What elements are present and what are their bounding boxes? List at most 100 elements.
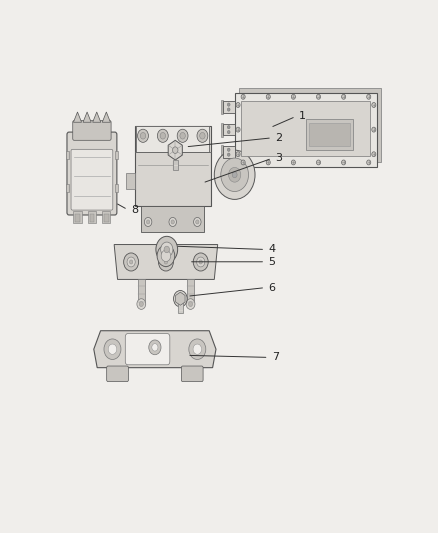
Bar — [187, 279, 194, 304]
Circle shape — [317, 160, 321, 165]
Polygon shape — [94, 330, 216, 368]
Bar — [115, 184, 118, 192]
Circle shape — [241, 94, 245, 99]
Bar — [222, 145, 223, 159]
Circle shape — [367, 94, 371, 99]
Bar — [88, 211, 96, 223]
Circle shape — [161, 250, 171, 262]
Polygon shape — [93, 112, 101, 122]
Circle shape — [162, 257, 170, 267]
Text: 3: 3 — [276, 154, 283, 163]
Polygon shape — [176, 292, 185, 305]
Bar — [222, 123, 223, 136]
Bar — [223, 101, 235, 113]
FancyBboxPatch shape — [136, 125, 209, 152]
Bar — [89, 214, 94, 222]
Circle shape — [157, 129, 168, 142]
Circle shape — [194, 217, 201, 227]
FancyBboxPatch shape — [125, 334, 170, 365]
Circle shape — [180, 133, 185, 139]
Bar — [66, 184, 69, 192]
Polygon shape — [74, 112, 81, 122]
FancyBboxPatch shape — [141, 206, 204, 232]
Circle shape — [104, 339, 121, 359]
Circle shape — [161, 242, 173, 257]
Circle shape — [291, 94, 295, 99]
Text: 4: 4 — [268, 245, 276, 254]
FancyBboxPatch shape — [73, 120, 111, 140]
Bar — [138, 279, 145, 304]
Circle shape — [367, 160, 371, 165]
Circle shape — [342, 94, 346, 99]
Circle shape — [173, 290, 187, 307]
Bar — [309, 124, 350, 146]
Bar — [66, 151, 69, 159]
Circle shape — [156, 236, 178, 263]
Text: 8: 8 — [131, 205, 138, 215]
Circle shape — [317, 94, 321, 99]
Circle shape — [200, 133, 205, 139]
Circle shape — [171, 220, 174, 224]
Circle shape — [372, 152, 376, 157]
Circle shape — [227, 131, 230, 134]
Bar — [104, 214, 109, 222]
Circle shape — [177, 129, 188, 142]
Circle shape — [197, 257, 205, 267]
Bar — [75, 214, 80, 222]
Circle shape — [227, 153, 230, 156]
Circle shape — [149, 340, 161, 355]
Circle shape — [124, 253, 138, 271]
Circle shape — [189, 339, 206, 359]
Text: 5: 5 — [268, 257, 276, 267]
Circle shape — [173, 147, 178, 154]
Circle shape — [186, 298, 195, 309]
Circle shape — [139, 302, 143, 306]
FancyBboxPatch shape — [181, 366, 203, 382]
Bar — [173, 160, 178, 170]
Circle shape — [221, 158, 248, 191]
Text: 6: 6 — [268, 282, 276, 293]
Circle shape — [159, 253, 173, 271]
Polygon shape — [102, 112, 110, 122]
Circle shape — [145, 217, 152, 227]
Bar — [306, 119, 353, 150]
FancyBboxPatch shape — [235, 93, 377, 166]
Circle shape — [160, 133, 166, 139]
Bar — [223, 147, 235, 158]
FancyBboxPatch shape — [241, 101, 371, 156]
Circle shape — [164, 260, 168, 264]
Circle shape — [236, 127, 240, 132]
Polygon shape — [114, 245, 218, 279]
Circle shape — [140, 133, 146, 139]
Circle shape — [236, 102, 240, 108]
Circle shape — [129, 260, 133, 264]
Polygon shape — [168, 140, 182, 160]
Circle shape — [193, 253, 208, 271]
Circle shape — [227, 148, 230, 151]
Circle shape — [227, 108, 230, 111]
Bar — [178, 298, 183, 313]
Bar — [223, 124, 235, 135]
Circle shape — [266, 94, 270, 99]
FancyBboxPatch shape — [107, 366, 128, 382]
Circle shape — [137, 298, 146, 309]
Bar — [74, 211, 81, 223]
Circle shape — [157, 245, 175, 266]
Polygon shape — [83, 112, 91, 122]
Circle shape — [108, 344, 117, 354]
Circle shape — [138, 129, 148, 142]
Bar — [126, 173, 134, 189]
Bar — [115, 151, 118, 159]
Circle shape — [342, 160, 346, 165]
Circle shape — [372, 102, 376, 108]
Circle shape — [127, 257, 135, 267]
Circle shape — [169, 217, 177, 227]
Circle shape — [193, 344, 201, 354]
Circle shape — [236, 152, 240, 157]
Circle shape — [241, 160, 245, 165]
Text: 1: 1 — [299, 111, 306, 122]
FancyBboxPatch shape — [67, 132, 117, 215]
Circle shape — [291, 160, 295, 165]
Circle shape — [229, 167, 241, 182]
Bar — [222, 100, 223, 114]
